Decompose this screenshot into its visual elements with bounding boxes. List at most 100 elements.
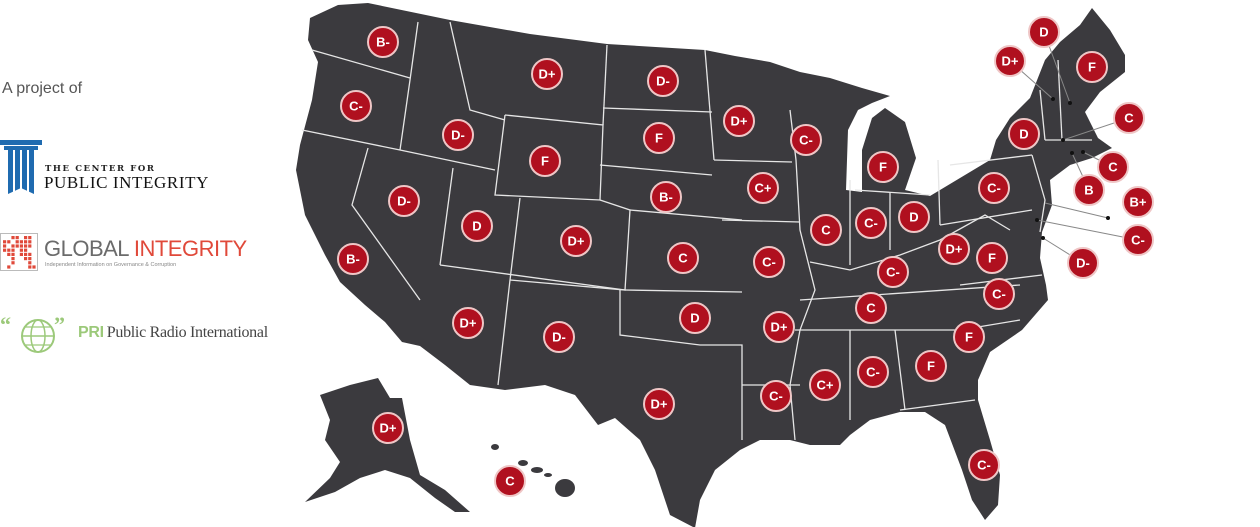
- pri-name: Public Radio International: [106, 324, 268, 341]
- state-dot: [1068, 101, 1072, 105]
- grade-badge[interactable]: C: [1097, 151, 1129, 183]
- grade-badge[interactable]: C: [494, 465, 526, 497]
- grade-badge[interactable]: D+: [560, 225, 592, 257]
- grade-label: D-: [656, 74, 670, 89]
- state-border: [704, 49, 715, 161]
- state-border: [602, 107, 713, 113]
- grade-badge[interactable]: D+: [723, 105, 755, 137]
- grade-badge[interactable]: F: [529, 145, 561, 177]
- grade-badge[interactable]: C-: [1122, 224, 1154, 256]
- grade-badge[interactable]: D: [1028, 16, 1060, 48]
- grade-badge[interactable]: D+: [531, 58, 563, 90]
- state-dot: [1035, 218, 1039, 222]
- grade-badge[interactable]: C-: [978, 172, 1010, 204]
- center-for-public-integrity-logo[interactable]: THE CENTER FOR PUBLIC INTEGRITY: [0, 138, 240, 200]
- grade-badge[interactable]: D+: [994, 45, 1026, 77]
- grade-badge[interactable]: B-: [650, 181, 682, 213]
- state-border: [602, 44, 608, 126]
- grade-badge[interactable]: D+: [372, 412, 404, 444]
- grade-badge[interactable]: C-: [877, 256, 909, 288]
- grade-label: D-: [397, 194, 411, 209]
- grade-label: C-: [1131, 233, 1145, 248]
- state-border: [619, 290, 743, 440]
- grade-badge[interactable]: F: [643, 122, 675, 154]
- state-border: [949, 154, 1033, 166]
- globe-icon: “ ”: [0, 312, 65, 353]
- grade-label: B: [1084, 183, 1093, 198]
- grade-badge[interactable]: D-: [543, 321, 575, 353]
- state-border: [939, 209, 1033, 226]
- state-dot: [1041, 236, 1045, 240]
- grade-badge[interactable]: F: [1076, 51, 1108, 83]
- grade-badge[interactable]: C-: [968, 449, 1000, 481]
- grade-badge[interactable]: F: [953, 321, 985, 353]
- state-dot: [1051, 97, 1055, 101]
- grade-label: D+: [771, 320, 788, 335]
- grade-badge[interactable]: C-: [790, 124, 822, 156]
- grade-badge[interactable]: D: [679, 302, 711, 334]
- grade-badge[interactable]: C: [1113, 102, 1145, 134]
- grade-badge[interactable]: D+: [763, 311, 795, 343]
- grade-badge[interactable]: D: [1008, 118, 1040, 150]
- grade-badge[interactable]: C-: [760, 380, 792, 412]
- grade-badge[interactable]: D+: [452, 307, 484, 339]
- grade-badge[interactable]: D-: [647, 65, 679, 97]
- grade-badge[interactable]: D: [461, 210, 493, 242]
- grade-badge[interactable]: B: [1073, 174, 1105, 206]
- grade-badge[interactable]: C+: [747, 172, 779, 204]
- grade-label: C-: [992, 287, 1006, 302]
- grade-label: F: [965, 330, 973, 345]
- grade-badge[interactable]: C: [810, 214, 842, 246]
- grade-badge[interactable]: C: [667, 242, 699, 274]
- grade-badge[interactable]: D+: [643, 388, 675, 420]
- grade-label: D: [909, 210, 918, 225]
- grade-badge[interactable]: C-: [857, 356, 889, 388]
- grade-badge[interactable]: C+: [809, 369, 841, 401]
- grade-label: C: [505, 474, 515, 489]
- state-border: [894, 329, 906, 411]
- grade-badge[interactable]: B+: [1122, 186, 1154, 218]
- grade-badge[interactable]: D-: [388, 185, 420, 217]
- state-dot: [1061, 138, 1065, 142]
- state-borders: [301, 21, 1092, 441]
- grade-badge[interactable]: F: [867, 151, 899, 183]
- grade-badge[interactable]: D-: [442, 119, 474, 151]
- world-grid-icon: [0, 233, 38, 271]
- grade-badge[interactable]: D-: [1067, 247, 1099, 279]
- global-integrity-logo[interactable]: GLOBAL INTEGRITY Independent Information…: [0, 233, 260, 275]
- public-radio-international-logo[interactable]: “ ” PRI Public Radio International: [0, 312, 290, 356]
- state-border: [509, 199, 631, 291]
- gi-tagline: Independent Information on Governance & …: [45, 262, 177, 268]
- cpi-line1: THE CENTER FOR: [45, 164, 156, 174]
- state-border: [713, 159, 793, 163]
- grade-badge[interactable]: B-: [367, 26, 399, 58]
- hawaii-island: [518, 460, 528, 466]
- grade-badge[interactable]: F: [976, 242, 1008, 274]
- grade-label: D: [472, 219, 481, 234]
- hawaii-island: [531, 467, 543, 473]
- grade-label: B-: [346, 252, 360, 267]
- grade-badge[interactable]: D: [898, 201, 930, 233]
- grade-label: D: [1019, 127, 1028, 142]
- grade-label: D-: [552, 330, 566, 345]
- grade-badges: B- C- D- D+ D- F F B- D- D D+ C B- D+ C- F D C+ C C- D C- C- C-…: [337, 16, 1154, 497]
- grade-badge[interactable]: C-: [753, 246, 785, 278]
- grade-label: C-: [864, 216, 878, 231]
- state-border: [1039, 89, 1046, 141]
- state-border: [854, 189, 931, 196]
- intro-text: A project of: [2, 80, 83, 97]
- grade-badge[interactable]: C-: [340, 90, 372, 122]
- grade-badge[interactable]: C-: [983, 278, 1015, 310]
- grade-label: D+: [568, 234, 585, 249]
- grade-badge[interactable]: B-: [337, 243, 369, 275]
- grade-badge[interactable]: D+: [938, 233, 970, 265]
- grade-badge[interactable]: C-: [855, 207, 887, 239]
- leader-line: [1036, 219, 1139, 241]
- grade-badge[interactable]: F: [915, 350, 947, 382]
- grade-badge[interactable]: C: [855, 292, 887, 324]
- grade-label: C+: [755, 181, 772, 196]
- grade-label: C-: [977, 458, 991, 473]
- state-border: [629, 209, 743, 221]
- grade-label: D-: [451, 128, 465, 143]
